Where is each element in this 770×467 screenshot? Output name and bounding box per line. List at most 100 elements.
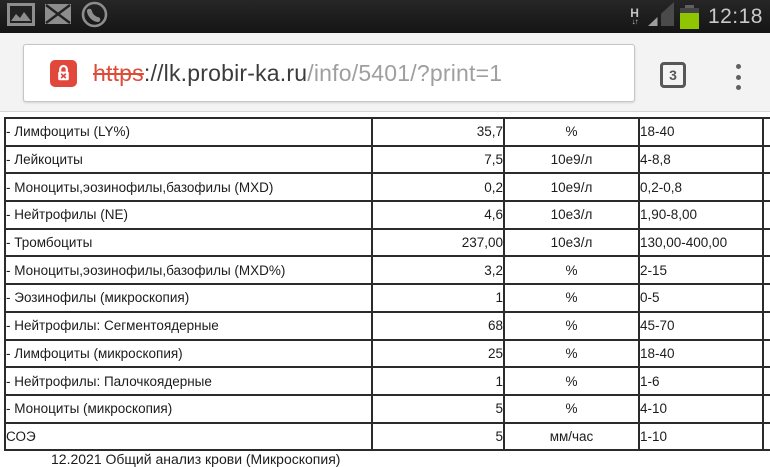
test-name: СОЭ (4, 421, 373, 452)
overflow-menu-button[interactable] (731, 64, 745, 90)
test-range: 0-5 (638, 283, 764, 313)
test-value: 5 (371, 393, 505, 424)
empty-cell (762, 200, 770, 230)
test-range: 1-10 (638, 421, 764, 452)
menu-dot (735, 64, 741, 69)
empty-cell (762, 283, 770, 313)
test-range: 1,90-8,00 (638, 200, 764, 230)
browser-toolbar: https://lk.probir-ka.ru/info/5401/?print… (0, 33, 770, 112)
battery-icon (679, 4, 699, 29)
notification-icons (7, 1, 108, 33)
empty-cell (762, 227, 770, 258)
test-name: - Лейкоциты (4, 144, 373, 175)
test-range: 4-8,8 (638, 144, 764, 175)
test-value: 7,5 (371, 144, 505, 175)
system-status-icons: H ↓↑ 12:18 (630, 2, 763, 31)
test-value: 0,2 (371, 172, 505, 203)
test-name: - Моноциты (микроскопия) (4, 393, 373, 424)
test-value: 25 (371, 338, 505, 369)
test-value: 237,00 (371, 227, 505, 258)
test-range: 130,00-400,00 (638, 227, 764, 258)
battery-fill (679, 12, 699, 29)
tab-switcher-button[interactable]: 3 (660, 62, 686, 88)
test-unit: % (503, 393, 640, 424)
test-value: 35,7 (371, 117, 505, 147)
test-unit: % (503, 310, 640, 341)
test-value: 68 (371, 310, 505, 341)
table-row: - Моноциты (микроскопия) 5 % 4-10 (4, 393, 770, 424)
table-row: - Нейтрофилы (NE) 4,6 10е3/л 1,90-8,00 (4, 200, 770, 230)
message-icon (45, 4, 71, 29)
test-unit: % (503, 366, 640, 396)
clock: 12:18 (707, 4, 763, 28)
empty-cell (762, 421, 770, 452)
empty-cell (762, 172, 770, 203)
table-row: СОЭ 5 мм/час 1-10 (4, 421, 770, 452)
mobile-data-indicator: H ↓↑ (630, 7, 639, 26)
test-unit: % (503, 338, 640, 369)
data-arrows: ↓↑ (631, 17, 639, 26)
call-icon (81, 1, 108, 33)
signal-strength-icon (647, 2, 674, 31)
test-name: - Эозинофилы (микроскопия) (4, 283, 373, 313)
url-host: ://lk.probir-ka.ru (143, 59, 308, 86)
test-name: - Лимфоциты (микроскопия) (4, 338, 373, 369)
test-name: - Нейтрофилы: Палочкоядерные (4, 366, 373, 396)
test-unit: % (503, 117, 640, 147)
test-name: - Тромбоциты (4, 227, 373, 258)
test-range: 1-6 (638, 366, 764, 396)
empty-cell (762, 144, 770, 175)
tab-count-label: 3 (669, 67, 677, 83)
table-row: - Моноциты,эозинофилы,базофилы (MXD) 0,2… (4, 172, 770, 203)
test-value: 4,6 (371, 200, 505, 230)
test-range: 45-70 (638, 310, 764, 341)
url-path: /info/5401/?print=1 (307, 59, 503, 86)
test-range: 18-40 (638, 338, 764, 369)
url-text[interactable]: https://lk.probir-ka.ru/info/5401/?print… (93, 60, 502, 87)
url-scheme-struck: https (93, 59, 144, 86)
test-unit: 10е3/л (503, 227, 640, 258)
test-range: 18-40 (638, 117, 764, 147)
empty-cell (762, 310, 770, 341)
test-name: - Лимфоциты (LY%) (4, 117, 373, 147)
insecure-lock-icon[interactable] (50, 59, 77, 87)
test-value: 1 (371, 366, 505, 396)
table-row: - Лимфоциты (LY%) 35,7 % 18-40 (4, 117, 770, 147)
table-row: - Нейтрофилы: Сегментоядерные 68 % 45-70 (4, 310, 770, 341)
table-row: - Лейкоциты 7,5 10е9/л 4-8,8 (4, 144, 770, 175)
empty-cell (762, 255, 770, 286)
empty-cell (762, 393, 770, 424)
test-unit: % (503, 255, 640, 286)
table-row: - Нейтрофилы: Палочкоядерные 1 % 1-6 (4, 366, 770, 396)
empty-cell (762, 338, 770, 369)
test-unit: 10е9/л (503, 172, 640, 203)
test-name: - Моноциты,эозинофилы,базофилы (MXD%) (4, 255, 373, 286)
table-row: - Эозинофилы (микроскопия) 1 % 0-5 (4, 283, 770, 313)
table-row: - Моноциты,эозинофилы,базофилы (MXD%) 3,… (4, 255, 770, 286)
test-name: - Моноциты,эозинофилы,базофилы (MXD) (4, 172, 373, 203)
test-range: 4-10 (638, 393, 764, 424)
status-bar: H ↓↑ 12:18 (0, 0, 770, 33)
network-type-label: H (630, 6, 639, 20)
menu-dot (735, 74, 741, 80)
test-unit: 10е9/л (503, 144, 640, 175)
table-row: - Лимфоциты (микроскопия) 25 % 18-40 (4, 338, 770, 369)
test-name: - Нейтрофилы: Сегментоядерные (4, 310, 373, 341)
test-value: 3,2 (371, 255, 505, 286)
gallery-icon (7, 2, 35, 31)
empty-cell (762, 117, 770, 147)
test-unit: % (503, 283, 640, 313)
test-name: - Нейтрофилы (NE) (4, 200, 373, 230)
url-bar[interactable]: https://lk.probir-ka.ru/info/5401/?print… (23, 44, 635, 102)
empty-cell (762, 366, 770, 396)
web-page-content: - Лимфоциты (LY%) 35,7 % 18-40 - Лейкоци… (0, 112, 770, 462)
menu-dot (735, 85, 741, 90)
next-section-partial-text: 12.2021 Общий анализ крови (Микроскопия) (51, 451, 341, 467)
test-unit: мм/час (503, 421, 640, 452)
test-value: 5 (371, 421, 505, 452)
test-value: 1 (371, 283, 505, 313)
test-unit: 10е3/л (503, 200, 640, 230)
lab-results-table: - Лимфоциты (LY%) 35,7 % 18-40 - Лейкоци… (4, 117, 770, 452)
test-range: 0,2-0,8 (638, 172, 764, 203)
test-range: 2-15 (638, 255, 764, 286)
